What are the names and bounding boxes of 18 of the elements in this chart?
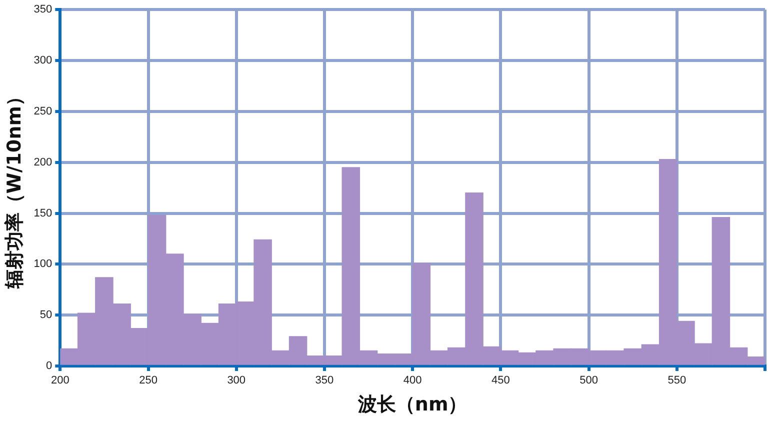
y-tick-label: 350	[34, 4, 52, 16]
x-tick-label: 400	[403, 374, 422, 387]
y-tick-label: 200	[34, 156, 52, 168]
y-tick-label: 300	[34, 54, 52, 67]
y-tick-label: 250	[34, 105, 52, 118]
x-tick-label: 350	[315, 374, 334, 387]
x-tick-label: 500	[580, 374, 598, 387]
y-tick-label: 0	[46, 360, 52, 372]
y-tick-label: 50	[40, 309, 52, 322]
y-tick-label: 150	[34, 207, 52, 220]
x-tick-label: 450	[492, 374, 510, 387]
y-tick-label: 100	[34, 258, 52, 270]
x-axis-title: 波长（nm）	[356, 394, 468, 416]
x-tick-label: 300	[227, 374, 246, 387]
y-axis-title: 辐射功率（W/10nm）	[3, 86, 26, 290]
x-tick-label: 550	[668, 374, 686, 387]
x-tick-label: 250	[139, 374, 158, 387]
x-tick-label: 200	[50, 374, 70, 387]
